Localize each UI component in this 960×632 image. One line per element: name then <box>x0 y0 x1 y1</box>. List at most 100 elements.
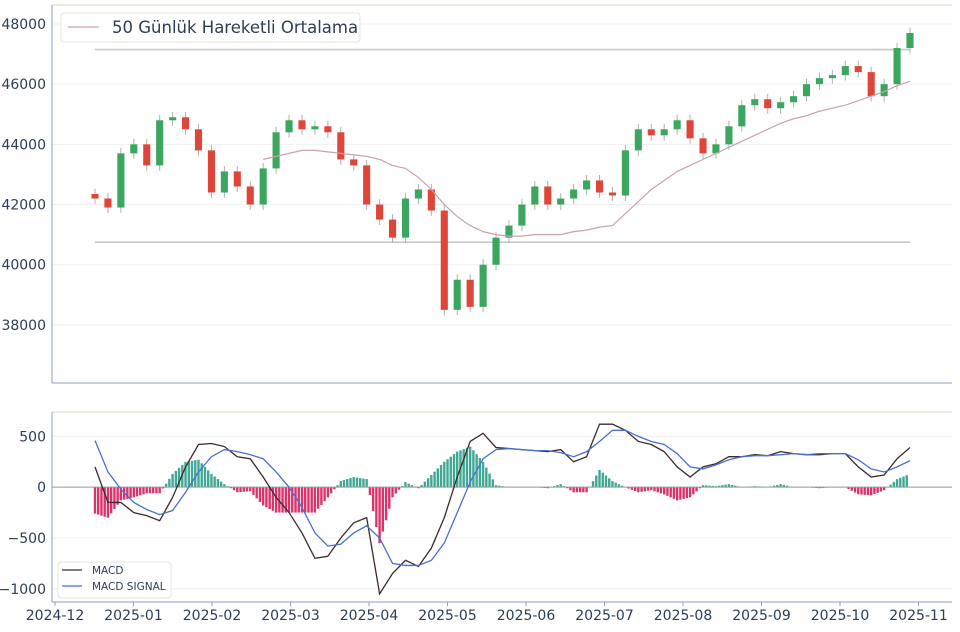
macd-histogram-bar <box>672 487 676 499</box>
macd-histogram-bar <box>326 487 330 498</box>
xtick-label: 2025-08 <box>654 608 713 624</box>
candle-body <box>647 129 655 136</box>
macd-histogram-bar <box>847 487 850 489</box>
macd-histogram-bar <box>692 487 695 495</box>
candle-body <box>505 225 513 238</box>
macd-histogram-bar <box>287 487 291 513</box>
macd-histogram-bar <box>116 487 119 505</box>
macd-histogram-bar <box>679 487 682 500</box>
candle-body <box>324 126 332 133</box>
candle-body <box>117 153 125 208</box>
macd-histogram-bar <box>601 472 604 488</box>
candle-body <box>337 132 345 160</box>
macd-histogram-bar <box>882 487 886 491</box>
candle-body <box>699 138 707 154</box>
macd-histogram-bar <box>866 487 870 496</box>
macd-histogram-bar <box>608 478 611 488</box>
macd-histogram-bar <box>349 478 352 488</box>
macd-histogram-bar <box>782 484 786 488</box>
macd-histogram-bar <box>410 485 414 488</box>
macd-histogram-bar <box>333 487 336 490</box>
macd-histogram-bar <box>100 487 103 516</box>
macd-histogram-bar <box>320 487 323 505</box>
macd-line <box>94 423 911 596</box>
macd-histogram-bar <box>633 487 637 491</box>
macd-ytick-label: −1000 <box>0 582 46 598</box>
macd-histogram-bar <box>591 481 595 488</box>
macd-histogram-bar <box>698 487 701 489</box>
macd-histogram-bar <box>145 487 148 494</box>
macd-histogram-bar <box>336 485 339 488</box>
macd-histogram-bar <box>595 475 598 488</box>
macd-histogram-bar <box>174 470 178 488</box>
macd-histogram-bar <box>97 487 100 515</box>
candle-body <box>751 99 759 106</box>
macd-histogram-bar <box>853 487 857 493</box>
macd-histogram-bar <box>556 485 559 488</box>
candle-body <box>259 168 267 205</box>
macd-histogram-bar <box>245 487 249 492</box>
macd-histogram-bar <box>391 487 394 498</box>
macd-histogram-bar <box>468 446 472 488</box>
macd-histogram-bar <box>902 476 905 488</box>
macd-histogram-bar <box>362 478 365 488</box>
candle-body <box>712 144 720 154</box>
macd-histogram-bar <box>168 478 171 488</box>
macd-histogram-bar <box>423 481 427 488</box>
macd-histogram-bar <box>436 468 440 488</box>
macd-histogram-bar <box>384 487 388 521</box>
candle-body <box>91 194 99 199</box>
macd-histogram-bar <box>439 465 443 488</box>
xtick-label: 2025-02 <box>183 608 242 624</box>
price-ytick-label: 42000 <box>1 198 46 214</box>
legend-box <box>60 12 361 43</box>
macd-signal-line <box>94 429 911 567</box>
macd-histogram-bar <box>860 487 863 495</box>
candle-body <box>570 189 578 199</box>
macd-histogram-bar <box>388 487 391 509</box>
xtick-label: 2025-05 <box>418 608 477 624</box>
macd-histogram-bar <box>139 487 142 496</box>
macd-histogram-bar <box>378 487 381 544</box>
candle-body <box>621 150 629 196</box>
macd-histogram-bar <box>730 484 734 488</box>
macd-histogram-bar <box>646 487 650 491</box>
price-ytick-label: 48000 <box>1 17 46 33</box>
macd-histogram-bar <box>252 487 255 495</box>
candle-body <box>104 198 112 208</box>
macd-histogram-bar <box>161 487 165 489</box>
macd-histogram-bar <box>164 483 168 488</box>
candle-body <box>194 129 203 151</box>
candle-body <box>492 237 500 265</box>
macd-histogram-bar <box>892 481 896 488</box>
xtick-label: 2025-09 <box>732 608 791 624</box>
candle-body <box>867 72 875 97</box>
macd-histogram-bar <box>426 478 430 488</box>
macd-histogram-bar <box>342 480 346 488</box>
macd-histogram-bar <box>575 487 579 493</box>
macd-histogram-bar <box>229 487 233 489</box>
macd-histogram-bar <box>339 481 342 488</box>
macd-histogram-bar <box>721 485 724 488</box>
macd-histogram-bar <box>190 460 194 488</box>
macd-histogram-bar <box>187 461 190 488</box>
moving-average-line <box>263 80 911 237</box>
macd-histogram-bar <box>109 487 113 514</box>
macd-panel: −1000 −500 0 500 2024-12 2025-01 2025-02 2025-… <box>0 411 952 624</box>
macd-histogram-bar <box>371 487 375 512</box>
macd-histogram-bar <box>346 479 349 488</box>
xtick-label: 2025-01 <box>104 608 163 624</box>
macd-histogram-bar <box>268 487 271 510</box>
macd-histogram-bar <box>501 486 504 488</box>
macd-histogram-bar <box>103 487 106 517</box>
macd-histogram-bar <box>407 483 410 488</box>
xtick-label: 2025-10 <box>811 608 870 624</box>
macd-histogram-bar <box>430 474 433 488</box>
macd-histogram-bar <box>585 487 588 493</box>
candle-body <box>815 78 824 85</box>
macd-histogram-bar <box>565 487 569 489</box>
macd-histogram-bar <box>381 487 385 532</box>
macd-histogram-bar <box>129 487 132 499</box>
macd-histogram-bar <box>711 485 714 488</box>
candle-body <box>893 48 901 85</box>
